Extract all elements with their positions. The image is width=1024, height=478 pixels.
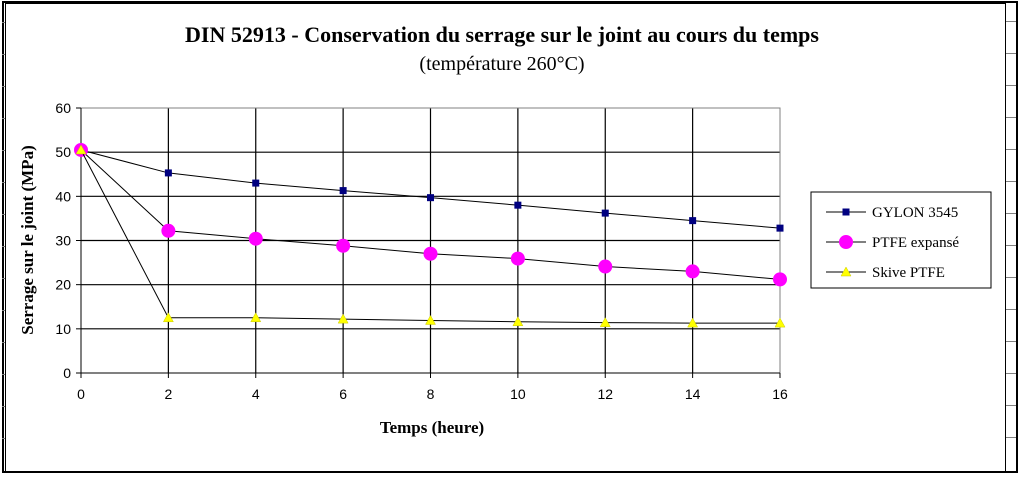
data-point bbox=[774, 317, 786, 328]
ruler-tick bbox=[1006, 277, 1016, 278]
legend-item: PTFE expansé bbox=[826, 235, 959, 251]
x-tick-labels: 0 2 4 6 8 10 12 14 16 bbox=[77, 386, 788, 402]
x-tick-label: 10 bbox=[510, 386, 526, 402]
legend-item: Skive PTFE bbox=[826, 265, 945, 281]
ruler-tick bbox=[1006, 181, 1016, 182]
ruler-tick bbox=[1006, 373, 1016, 374]
ruler-tick bbox=[1006, 21, 1016, 22]
data-point bbox=[164, 169, 172, 177]
data-point bbox=[425, 314, 436, 325]
ruler-tick bbox=[2, 406, 5, 407]
ruler-tick bbox=[2, 438, 5, 439]
data-point bbox=[510, 251, 525, 266]
data-point bbox=[250, 312, 262, 323]
series-layer bbox=[74, 142, 787, 328]
data-point bbox=[423, 246, 438, 261]
series-skive-ptfe bbox=[75, 144, 786, 328]
ruler-tick bbox=[1006, 149, 1016, 150]
x-tick-label: 2 bbox=[164, 386, 172, 402]
data-point bbox=[252, 179, 260, 187]
data-point bbox=[601, 209, 609, 217]
ruler-tick bbox=[1006, 213, 1016, 214]
x-tick-label: 14 bbox=[685, 386, 701, 402]
ruler-tick bbox=[2, 54, 5, 55]
ruler-tick bbox=[1006, 53, 1016, 54]
ruler-tick bbox=[2, 150, 5, 151]
y-tick-label: 40 bbox=[55, 188, 71, 204]
data-point bbox=[776, 224, 784, 232]
legend-item: GYLON 3545 bbox=[826, 205, 958, 221]
data-point bbox=[598, 259, 613, 274]
data-point bbox=[162, 312, 174, 323]
chart-inner-frame bbox=[5, 3, 1006, 472]
y-tick-label: 0 bbox=[63, 365, 71, 381]
ruler-tick bbox=[1006, 309, 1016, 310]
ruler-tick bbox=[2, 214, 5, 215]
legend-label: Skive PTFE bbox=[872, 265, 945, 281]
legend-label: PTFE expansé bbox=[872, 235, 959, 251]
x-axis-label: Temps (heure) bbox=[380, 418, 484, 437]
ruler-tick bbox=[1006, 437, 1016, 438]
data-point bbox=[514, 201, 522, 209]
ruler-tick bbox=[1006, 85, 1016, 86]
legend: GYLON 3545 PTFE expansé Skive PTFE bbox=[810, 191, 992, 289]
data-point bbox=[75, 144, 87, 155]
ruler-tick bbox=[2, 374, 5, 375]
y-tick-label: 60 bbox=[55, 100, 71, 116]
ruler-tick bbox=[2, 86, 5, 87]
legend-marker bbox=[839, 235, 853, 249]
ruler-tick bbox=[1006, 405, 1016, 406]
ruler-tick bbox=[2, 246, 5, 247]
data-point bbox=[685, 264, 700, 279]
data-point bbox=[687, 317, 699, 328]
right-ruler-strip bbox=[1006, 3, 1016, 472]
x-tick-label: 4 bbox=[252, 386, 260, 402]
y-tick-label: 10 bbox=[55, 321, 71, 337]
legend-entries: GYLON 3545 PTFE expansé Skive PTFE bbox=[826, 205, 959, 281]
data-point bbox=[337, 313, 349, 324]
series-ptfe-expans bbox=[74, 142, 787, 287]
data-point bbox=[336, 238, 351, 253]
x-tick-label: 16 bbox=[772, 386, 788, 402]
chart-title: DIN 52913 - Conservation du serrage sur … bbox=[185, 22, 819, 47]
data-point bbox=[512, 316, 524, 327]
ruler-tick bbox=[1006, 117, 1016, 118]
ruler-tick bbox=[2, 182, 5, 183]
legend-marker bbox=[842, 208, 850, 216]
data-point bbox=[689, 217, 697, 225]
ruler-tick bbox=[1006, 341, 1016, 342]
data-point bbox=[339, 187, 347, 195]
chart-subtitle: (température 260°C) bbox=[419, 53, 584, 75]
ruler-tick bbox=[2, 22, 5, 23]
y-axis-label: Serrage sur le joint (MPa) bbox=[18, 145, 37, 334]
x-tick-label: 12 bbox=[597, 386, 613, 402]
y-tick-labels: 0 10 20 30 40 50 60 bbox=[55, 100, 71, 381]
legend-label: GYLON 3545 bbox=[872, 205, 958, 221]
ruler-tick bbox=[2, 278, 5, 279]
ruler-tick bbox=[2, 310, 5, 311]
x-tick-label: 6 bbox=[339, 386, 347, 402]
x-tick-label: 0 bbox=[77, 386, 85, 402]
y-tick-label: 50 bbox=[55, 144, 71, 160]
data-point bbox=[427, 194, 434, 202]
data-point bbox=[248, 231, 263, 246]
data-point bbox=[773, 272, 787, 287]
ruler-tick bbox=[2, 118, 5, 119]
ruler-tick bbox=[2, 342, 5, 343]
legend-marker bbox=[840, 266, 852, 277]
data-point bbox=[599, 317, 611, 327]
x-tick-label: 8 bbox=[427, 386, 435, 402]
data-point bbox=[161, 223, 176, 238]
y-tick-label: 20 bbox=[55, 277, 71, 293]
ruler-tick bbox=[1006, 245, 1016, 246]
y-tick-label: 30 bbox=[55, 233, 71, 249]
